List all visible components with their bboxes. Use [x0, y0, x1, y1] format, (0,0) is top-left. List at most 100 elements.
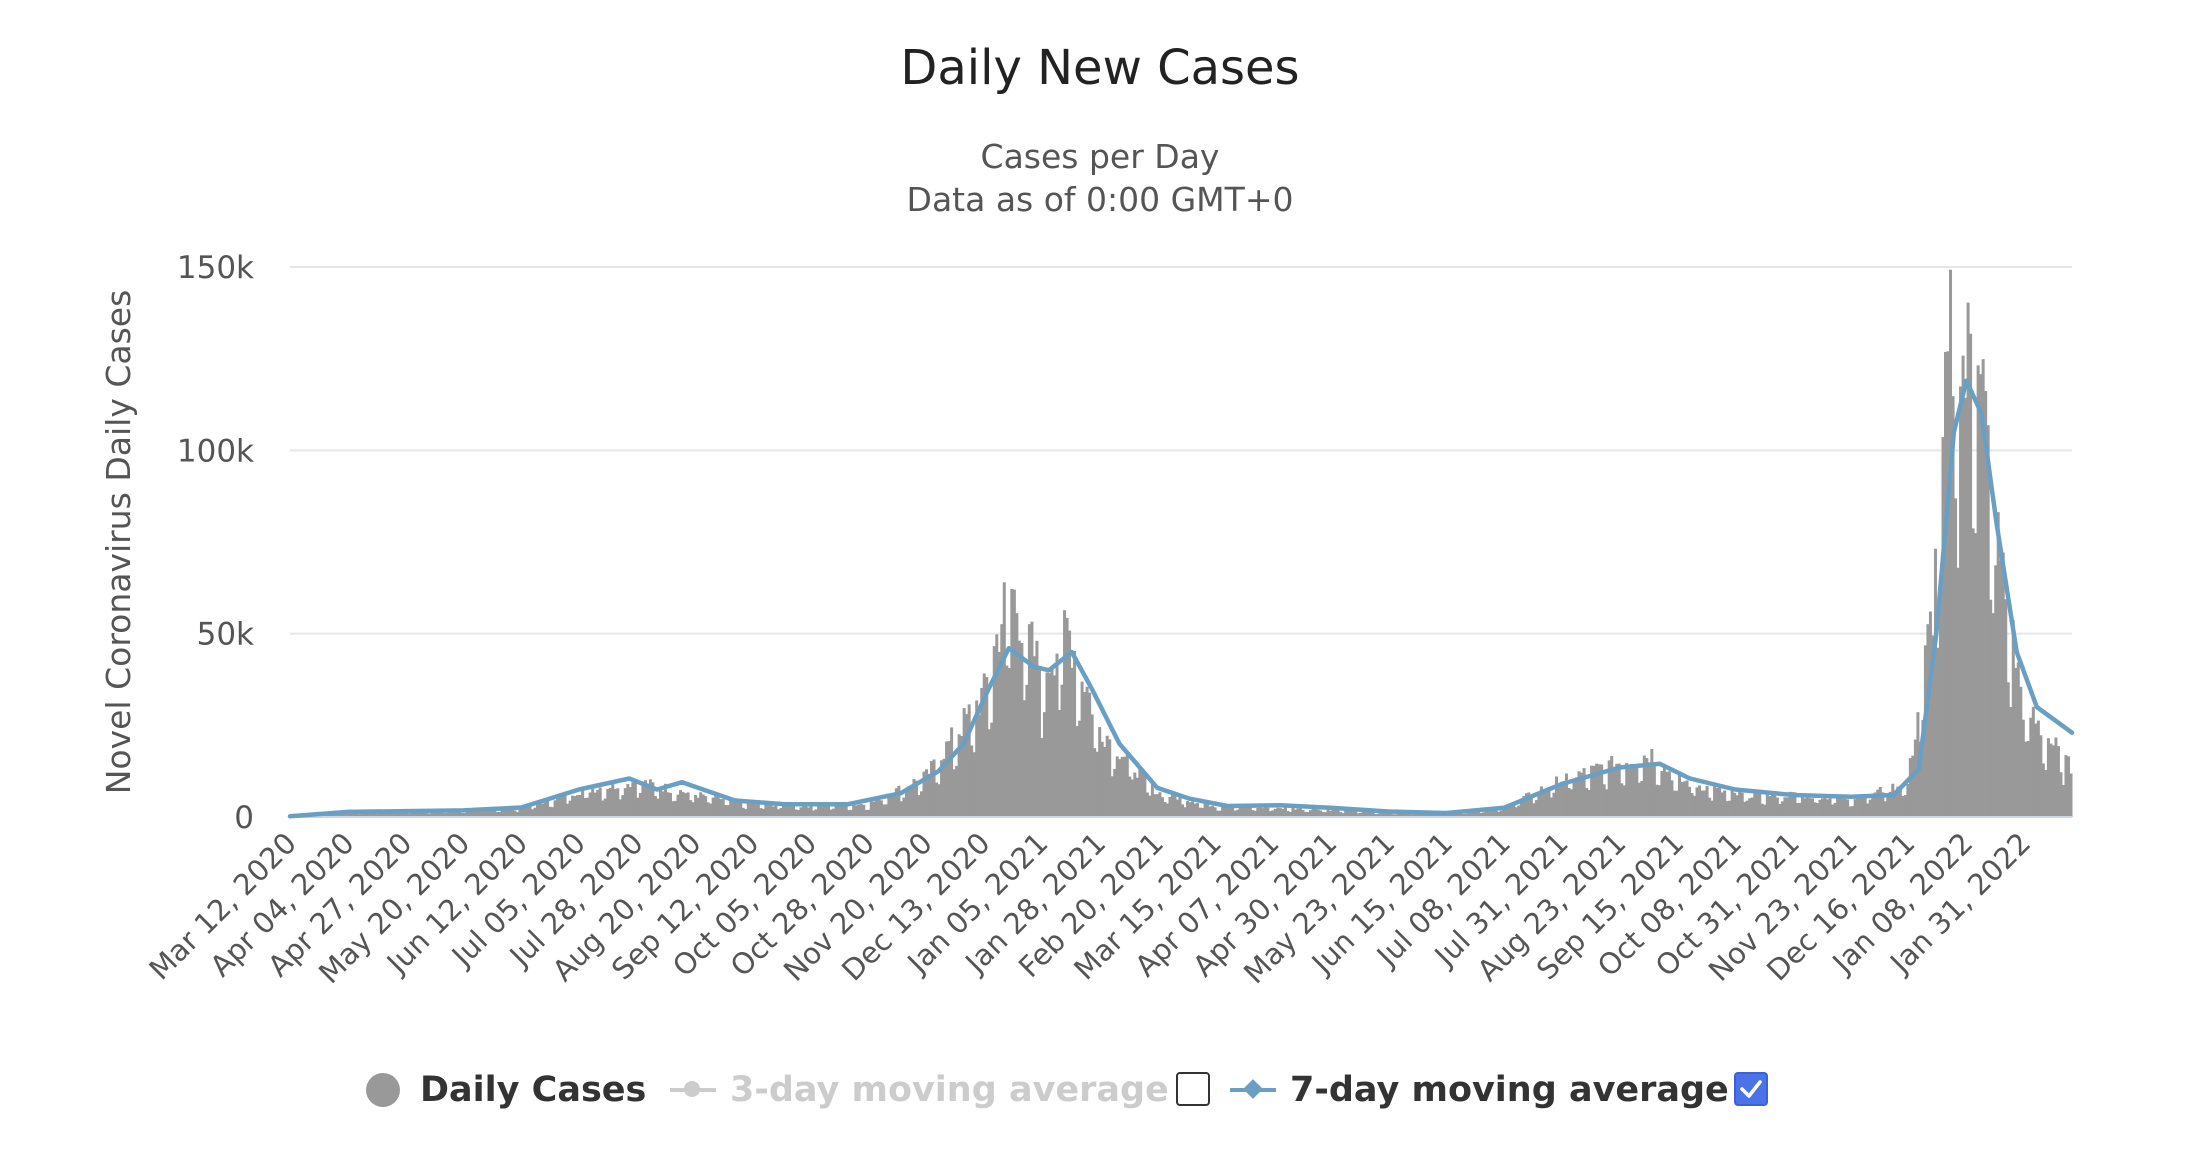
daily-cases-bar — [1705, 785, 1709, 817]
daily-cases-bar — [576, 795, 580, 817]
daily-cases-bar — [1964, 397, 1968, 817]
daily-cases-bar — [530, 809, 534, 817]
daily-cases-bar — [965, 714, 969, 817]
daily-cases-bar — [804, 805, 808, 817]
daily-cases-bar — [799, 807, 803, 817]
daily-cases-bar — [1256, 807, 1260, 817]
daily-cases-bar — [1861, 794, 1865, 817]
daily-cases-bar — [1657, 785, 1661, 817]
daily-cases-bar — [1670, 780, 1674, 817]
daily-cases-bar — [1921, 720, 1925, 817]
daily-cases-bar — [1226, 806, 1230, 817]
toggle-7-day-average-checkbox[interactable] — [1734, 1072, 1768, 1106]
daily-cases-bar — [1883, 801, 1887, 817]
daily-cases-bar — [1610, 755, 1614, 817]
daily-cases-bar — [809, 806, 813, 817]
chart-data-timestamp: Data as of 0:00 GMT+0 — [906, 180, 1294, 219]
daily-cases-bar — [1810, 798, 1814, 817]
daily-cases-bar — [1502, 807, 1506, 817]
daily-cases-bar — [1672, 790, 1676, 817]
legend-item-3-day-average[interactable]: 3-day moving average — [670, 1060, 1169, 1120]
daily-cases-bar — [1735, 795, 1739, 817]
daily-cases-bar — [1675, 790, 1679, 817]
daily-cases-bar — [1351, 811, 1355, 817]
daily-cases-bar — [1793, 792, 1797, 817]
daily-cases-bar — [1268, 811, 1272, 817]
daily-cases-bar — [1803, 798, 1807, 817]
daily-cases-bar — [832, 808, 836, 817]
daily-cases-bar — [1507, 807, 1511, 817]
daily-cases-bar — [1306, 812, 1310, 817]
daily-cases-bar — [337, 814, 341, 817]
daily-cases-bar — [370, 812, 374, 817]
daily-cases-bar — [679, 790, 683, 817]
daily-cases-bar — [1587, 789, 1591, 817]
daily-cases-bar — [2054, 737, 2058, 817]
daily-cases-bar — [663, 783, 667, 817]
daily-cases-bar — [1118, 759, 1122, 817]
daily-cases-bar — [468, 810, 472, 817]
daily-cases-bar — [546, 797, 550, 817]
daily-cases-bar — [415, 810, 419, 817]
daily-cases-bar — [1625, 763, 1629, 817]
daily-cases-bar — [1881, 792, 1885, 817]
daily-cases-bar — [1002, 582, 1006, 817]
daily-cases-bar — [1813, 802, 1817, 817]
daily-cases-bar — [1070, 667, 1074, 817]
daily-cases-bar — [2019, 686, 2023, 817]
daily-cases-bar — [1140, 768, 1144, 817]
daily-cases-bar — [407, 813, 411, 817]
daily-cases-bar — [1281, 808, 1285, 817]
daily-cases-bar — [1928, 611, 1932, 817]
daily-cases-bar — [711, 797, 715, 817]
daily-cases-bar — [513, 810, 517, 817]
daily-cases-bar — [573, 796, 577, 817]
daily-cases-bar — [769, 803, 773, 817]
daily-cases-bar — [897, 785, 901, 817]
daily-cases-bar — [1404, 813, 1408, 817]
daily-cases-bar — [1246, 806, 1250, 817]
daily-cases-bar — [1198, 807, 1202, 817]
daily-cases-bar — [1954, 498, 1958, 817]
chart-subtitle: Cases per Day — [980, 137, 1220, 176]
legend-item-daily-cases[interactable]: Daily Cases — [366, 1060, 646, 1120]
daily-cases-bar — [1386, 812, 1390, 817]
daily-cases-bar — [633, 782, 637, 817]
daily-cases-bar — [1037, 670, 1041, 817]
daily-cases-bar — [435, 810, 439, 817]
daily-cases-bar — [1770, 793, 1774, 817]
daily-cases-bar — [1753, 793, 1757, 817]
daily-cases-bar — [1045, 672, 1049, 817]
daily-cases-bar — [586, 797, 590, 817]
toggle-3-day-average-checkbox[interactable] — [1176, 1072, 1210, 1106]
daily-cases-bar — [960, 735, 964, 817]
daily-cases-bar — [1710, 800, 1714, 817]
daily-cases-bar — [1788, 791, 1792, 817]
daily-cases-bar — [1464, 813, 1468, 817]
daily-cases-bar — [1472, 811, 1476, 817]
daily-cases-bar — [445, 812, 449, 817]
daily-cases-bar — [1858, 797, 1862, 817]
daily-cases-bar — [1286, 811, 1290, 817]
daily-cases-bar — [786, 804, 790, 817]
daily-cases-bar — [1680, 781, 1684, 817]
daily-cases-bar — [914, 780, 918, 817]
daily-cases-bar — [443, 813, 447, 817]
daily-cases-bar — [1055, 653, 1059, 817]
daily-cases-bar — [1828, 798, 1832, 817]
daily-cases-bar — [1976, 365, 1980, 817]
daily-cases-bar — [1765, 792, 1769, 817]
daily-cases-bar — [779, 808, 783, 817]
daily-cases-bar — [668, 792, 672, 817]
daily-cases-bar — [1125, 754, 1129, 817]
daily-cases-bar — [1577, 771, 1581, 817]
daily-cases-bar — [1138, 767, 1142, 817]
legend-item-7-day-average[interactable]: 7-day moving average — [1230, 1060, 1729, 1120]
daily-cases-bar — [2066, 756, 2070, 817]
daily-cases-bar — [2006, 682, 2010, 817]
daily-cases-bar — [844, 804, 848, 817]
daily-cases-bar — [1216, 810, 1220, 817]
daily-cases-bar — [2046, 738, 2050, 817]
daily-cases-bar — [917, 795, 921, 817]
daily-cases-bar — [1426, 814, 1430, 817]
